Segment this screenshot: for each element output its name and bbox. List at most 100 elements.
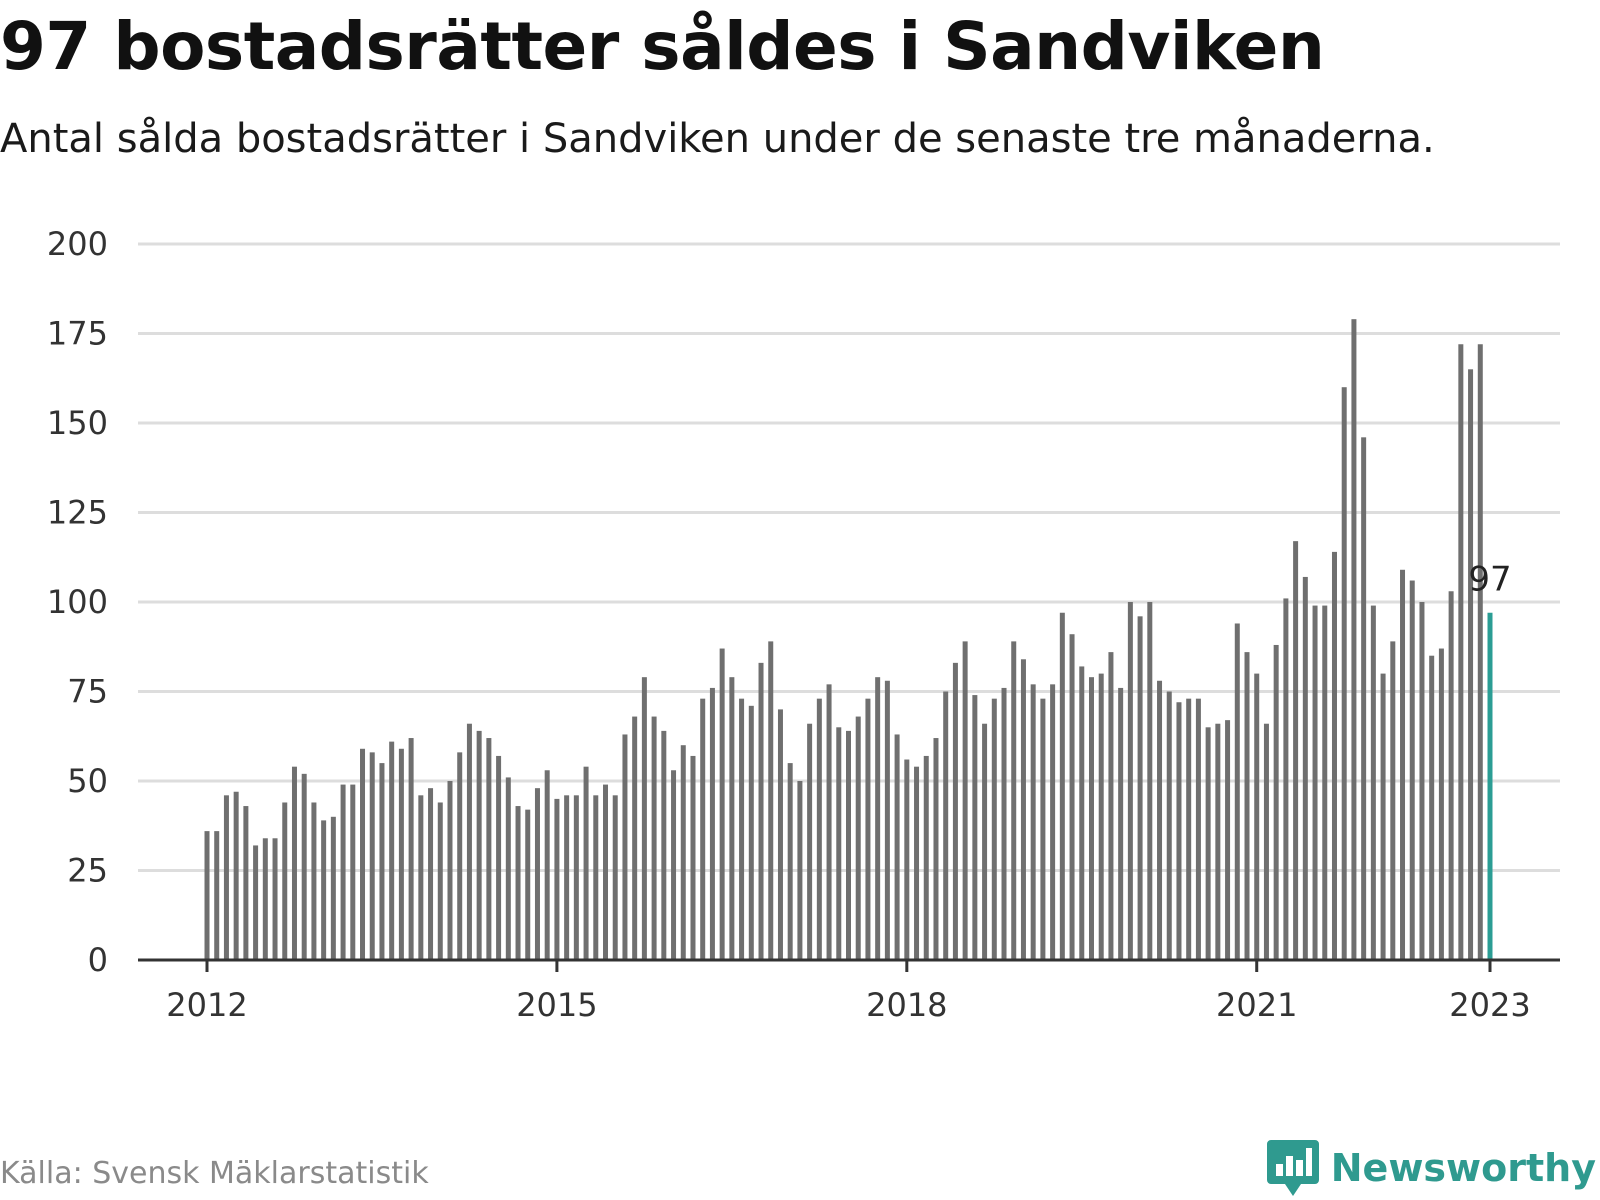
bar xyxy=(884,680,890,960)
bar xyxy=(943,691,949,960)
bar xyxy=(505,777,511,960)
y-tick-label: 75 xyxy=(67,673,108,711)
highlight-value-label: 97 xyxy=(1468,560,1511,600)
highlight-bar xyxy=(1487,612,1493,960)
bar xyxy=(321,820,327,960)
bar xyxy=(612,795,618,960)
bar xyxy=(1001,687,1007,960)
bar xyxy=(525,809,531,960)
bar xyxy=(1244,652,1250,960)
bar xyxy=(1302,576,1308,960)
bar xyxy=(991,698,997,960)
y-tick-label: 100 xyxy=(47,583,108,621)
bar xyxy=(486,738,492,960)
bars xyxy=(204,319,1493,960)
bar xyxy=(1137,616,1143,960)
bar xyxy=(466,723,472,960)
bar xyxy=(379,763,385,960)
brand-logo: Newsworthy xyxy=(1266,1138,1596,1198)
bar xyxy=(204,831,210,960)
bar xyxy=(671,770,677,960)
bar xyxy=(865,698,871,960)
bar xyxy=(1458,344,1464,960)
bar xyxy=(797,781,803,960)
bar xyxy=(709,687,715,960)
bar xyxy=(894,734,900,960)
bar xyxy=(253,845,259,960)
bar xyxy=(1011,641,1017,960)
bar xyxy=(816,698,822,960)
y-axis-labels: 0 25 50 75 100 125 150 175 200 xyxy=(47,225,108,979)
x-tick-label: 2023 xyxy=(1449,986,1530,1024)
bar xyxy=(1263,723,1269,960)
bar xyxy=(1409,580,1415,960)
y-tick-label: 125 xyxy=(47,494,108,532)
bar xyxy=(291,766,297,960)
bar xyxy=(496,755,502,960)
bar xyxy=(1283,598,1289,960)
x-tick-label: 2015 xyxy=(516,986,597,1024)
bar xyxy=(622,734,628,960)
bar xyxy=(972,695,978,960)
bar xyxy=(680,745,686,960)
bar xyxy=(1215,723,1221,960)
y-tick-label: 175 xyxy=(47,315,108,353)
x-axis-ticks: 2012 2015 2018 2021 2023 xyxy=(166,960,1531,1024)
bar xyxy=(1069,634,1075,960)
bar xyxy=(1127,602,1133,960)
bar xyxy=(641,677,647,960)
bar xyxy=(1050,684,1056,960)
bar xyxy=(923,755,929,960)
bar xyxy=(1370,605,1376,960)
bar xyxy=(1098,673,1104,960)
bar xyxy=(836,727,842,960)
bar xyxy=(700,698,706,960)
brand-name: Newsworthy xyxy=(1330,1146,1596,1190)
x-tick-label: 2018 xyxy=(866,986,947,1024)
bar xyxy=(476,730,482,960)
y-tick-label: 0 xyxy=(88,941,108,979)
bar xyxy=(437,802,443,960)
x-tick-label: 2021 xyxy=(1216,986,1297,1024)
bar xyxy=(1254,673,1260,960)
bar xyxy=(1088,677,1094,960)
bar xyxy=(1273,644,1279,960)
bar xyxy=(583,766,589,960)
bar xyxy=(1040,698,1046,960)
bar xyxy=(1468,369,1474,960)
bar xyxy=(904,759,910,960)
x-tick-label: 2012 xyxy=(166,986,247,1024)
bar xyxy=(807,723,813,960)
bar xyxy=(311,802,317,960)
bar xyxy=(593,795,599,960)
bar xyxy=(1195,698,1201,960)
bar xyxy=(1322,605,1328,960)
bar xyxy=(1225,720,1231,960)
bar xyxy=(428,788,434,960)
bar xyxy=(369,752,375,960)
bar xyxy=(223,795,229,960)
bar xyxy=(282,802,288,960)
y-tick-label: 50 xyxy=(67,762,108,800)
bar xyxy=(787,763,793,960)
bar xyxy=(603,784,609,960)
bar xyxy=(1361,437,1367,960)
bar xyxy=(243,806,249,960)
bar xyxy=(1380,673,1386,960)
bar xyxy=(1438,648,1444,960)
bar xyxy=(719,648,725,960)
bar xyxy=(1312,605,1318,960)
bar xyxy=(360,748,366,960)
bar xyxy=(418,795,424,960)
bar xyxy=(933,738,939,960)
bar xyxy=(262,838,268,960)
bar xyxy=(1176,702,1182,960)
bar xyxy=(690,755,696,960)
bar xyxy=(564,795,570,960)
bar xyxy=(350,784,356,960)
bar xyxy=(826,684,832,960)
bar xyxy=(544,770,550,960)
bar xyxy=(233,791,239,960)
bar xyxy=(1293,541,1299,960)
